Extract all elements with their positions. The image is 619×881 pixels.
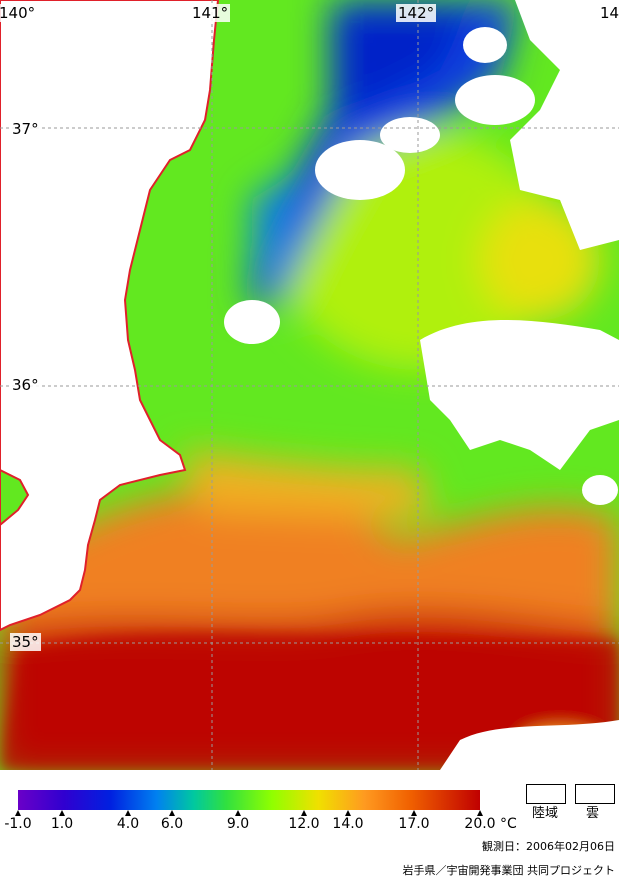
cloud-legend-swatch — [575, 784, 615, 804]
latitude-label-35: 35° — [10, 633, 41, 651]
land-legend-label: 陸域 — [532, 806, 559, 821]
temperature-colorbar — [18, 790, 480, 810]
colorbar-tick-label: 20.0 — [464, 816, 496, 832]
colorbar-tick-mark — [59, 810, 65, 816]
colorbar-unit: °C — [500, 816, 517, 832]
colorbar-tick-mark — [477, 810, 483, 816]
colorbar-tick-label: 6.0 — [160, 816, 184, 832]
land-legend-swatch — [526, 784, 566, 804]
latitude-label-37: 37° — [10, 120, 41, 138]
longitude-label-141: 141° — [190, 4, 231, 22]
colorbar-tick-mark — [301, 810, 307, 816]
colorbar-tick-label: 14.0 — [332, 816, 364, 832]
cloud-legend-label: 雲 — [586, 806, 600, 821]
longitude-label-142: 142° — [396, 4, 437, 22]
colorbar-tick-mark — [15, 810, 21, 816]
island — [0, 468, 30, 527]
colorbar-tick-label: 12.0 — [288, 816, 320, 832]
colorbar-tick-mark — [411, 810, 417, 816]
colorbar-tick-marks — [15, 810, 483, 816]
graticule — [0, 0, 619, 770]
latitude-label-36: 36° — [10, 376, 41, 394]
colorbar-tick-mark — [125, 810, 131, 816]
colorbar-tick-label: 4.0 — [116, 816, 140, 832]
land-area — [0, 0, 220, 632]
colorbar-tick-label: -1.0 — [4, 816, 32, 832]
colorbar-tick-label: 9.0 — [226, 816, 250, 832]
colorbar-tick-label: 1.0 — [50, 816, 74, 832]
longitude-label-140: 140° — [0, 4, 38, 22]
colorbar-tick-mark — [169, 810, 175, 816]
longitude-label-143: 14 — [598, 4, 619, 22]
sea-surface-temperature-map — [0, 0, 619, 770]
credit-line: 岩手県／宇宙開発事業団 共同プロジェクト — [402, 864, 616, 877]
cloud-patches — [224, 0, 619, 770]
observation-date: 観測日：2006年02月06日 — [482, 840, 615, 853]
colorbar-tick-label: 17.0 — [398, 816, 430, 832]
colorbar-tick-mark — [235, 810, 241, 816]
colorbar-tick-mark — [345, 810, 351, 816]
